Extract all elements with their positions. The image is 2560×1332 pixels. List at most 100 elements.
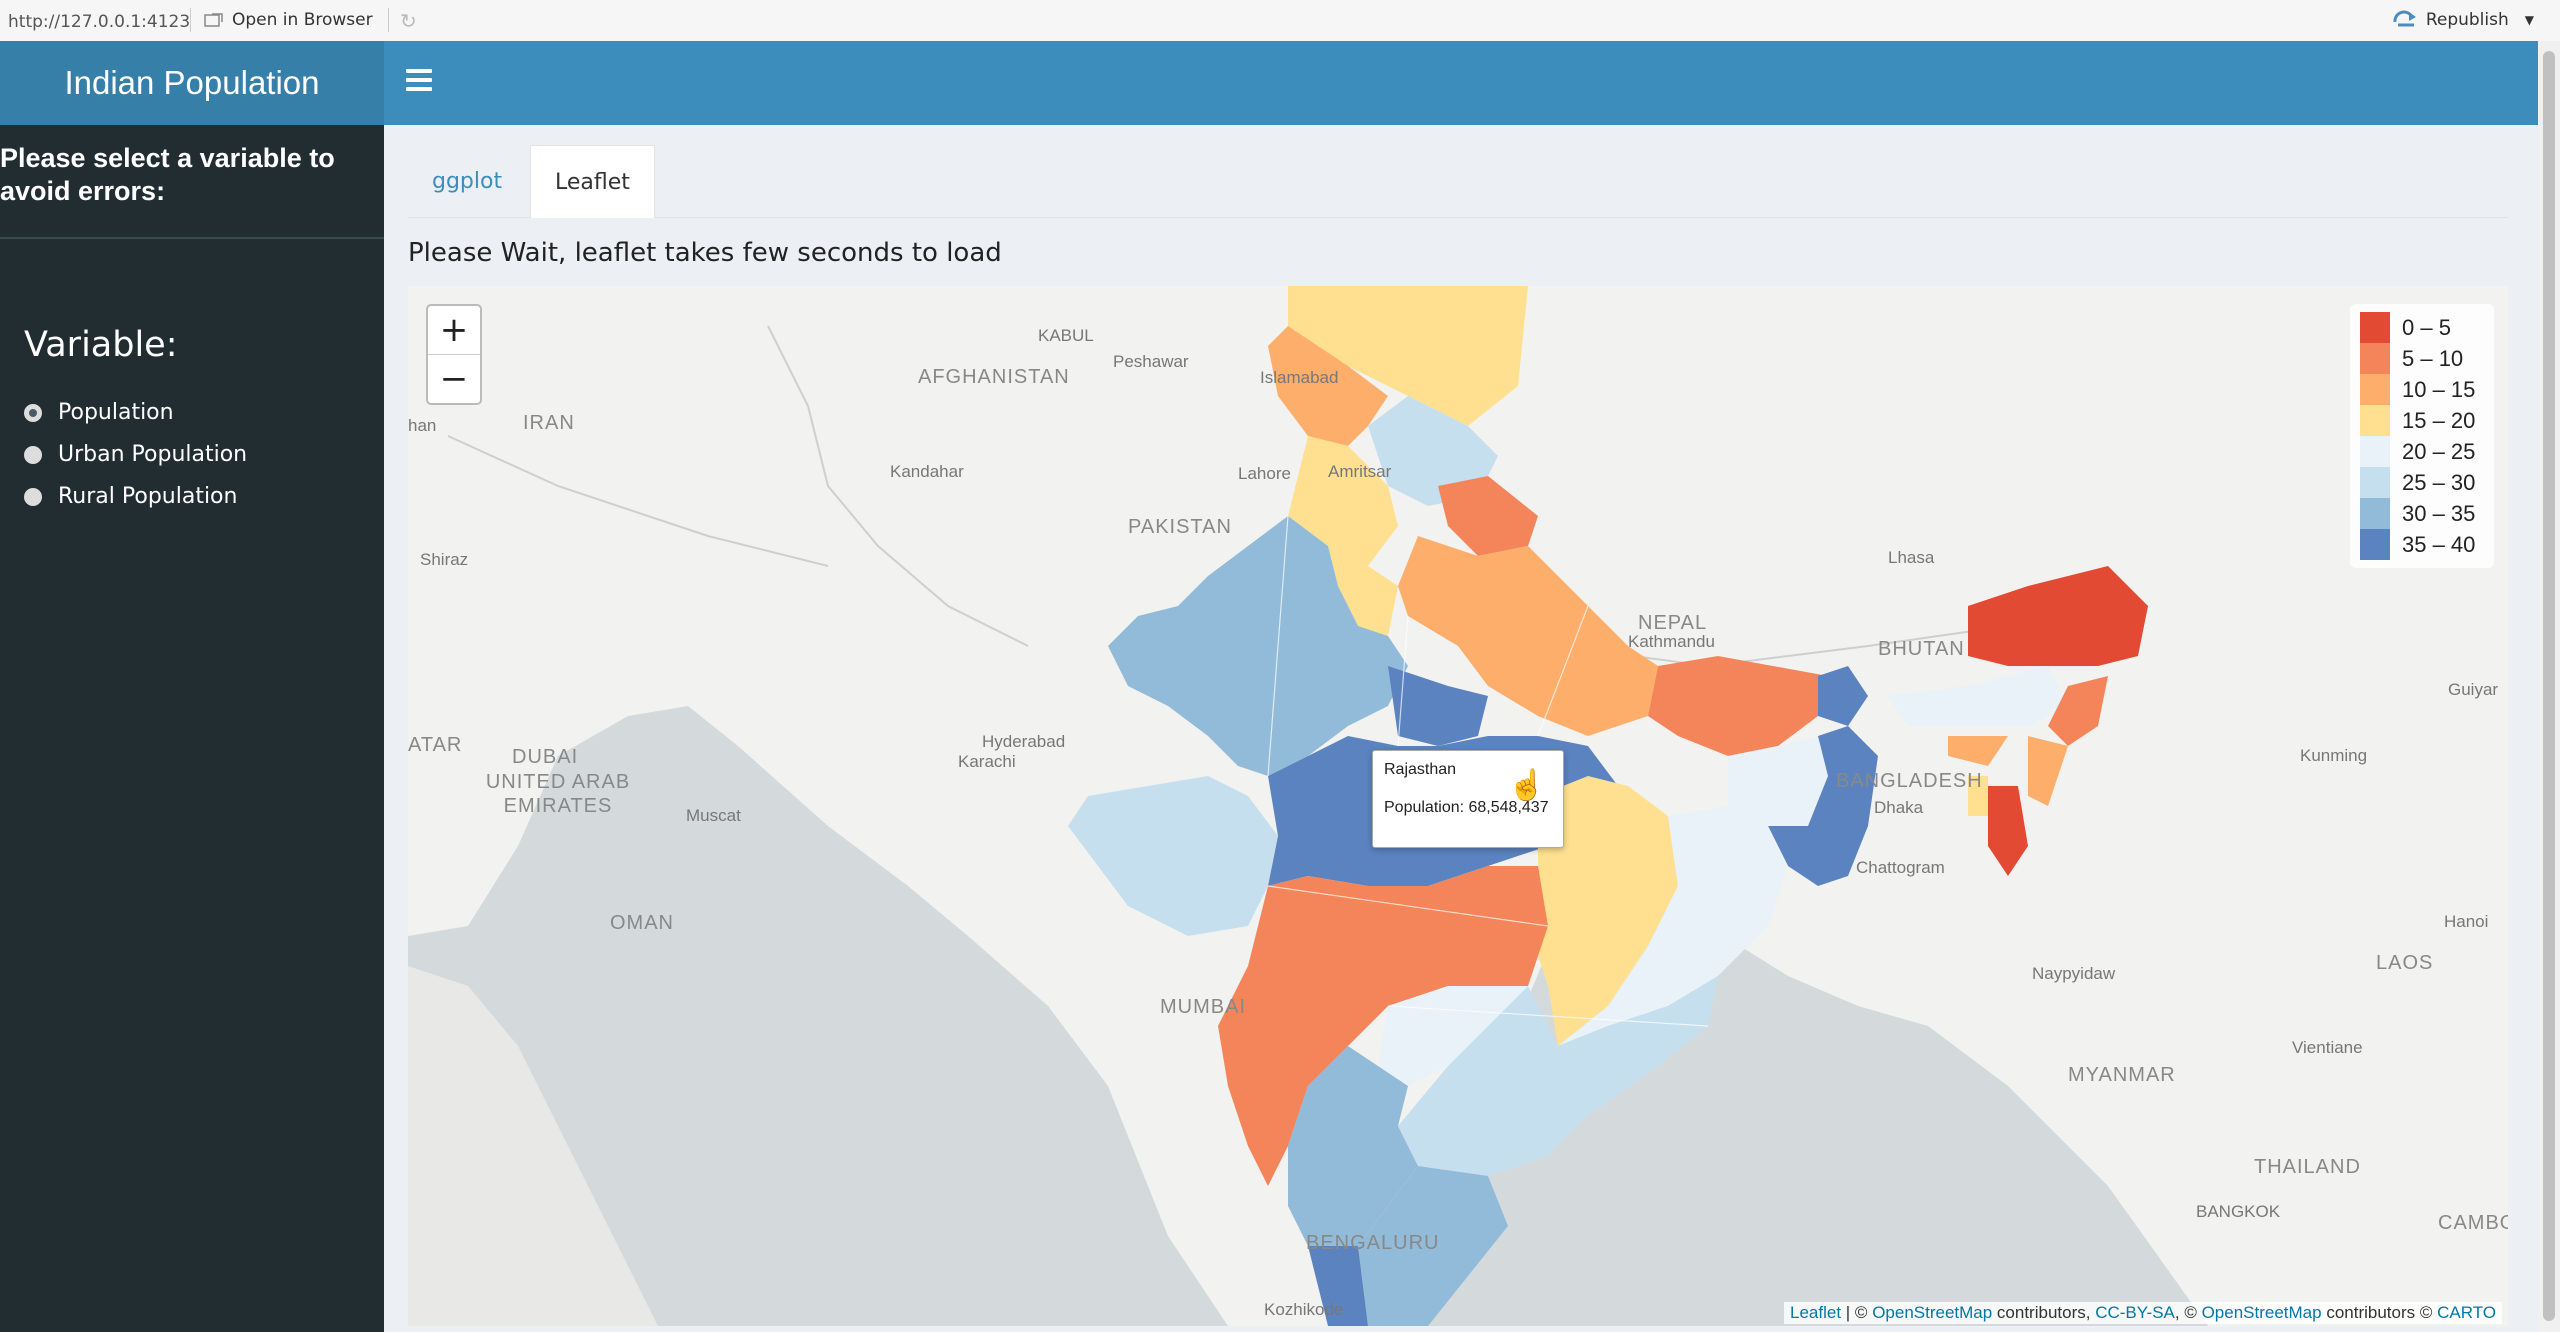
tab-ggplot[interactable]: ggplot [432,168,503,194]
leaflet-map[interactable]: KABUL Peshawar Islamabad AFGHANISTAN IRA… [408,286,2508,1326]
legend-label: 20 – 25 [2402,438,2476,464]
map-label: Hanoi [2444,912,2489,931]
map-label: Chattogram [1856,858,1945,877]
osm-link[interactable]: OpenStreetMap [1872,1303,1993,1322]
state-jammu-kashmir[interactable] [1288,286,1528,426]
state-jharkhand[interactable] [1728,736,1828,826]
url-text[interactable]: http://127.0.0.1:4123 [8,12,191,32]
state-sikkim[interactable] [1818,666,1868,726]
carto-link[interactable]: CARTO [2437,1303,2496,1322]
app-title: Indian Population [0,41,384,125]
republish-button[interactable]: Republish ▼ [2392,10,2534,30]
open-in-browser-button[interactable]: Open in Browser [204,10,373,30]
radio-label: Urban Population [58,442,248,467]
map-label: Kunming [2300,746,2368,765]
state-meghalaya[interactable] [1948,736,2008,766]
loading-note: Please Wait, leaflet takes few seconds t… [408,238,1002,268]
legend-label: 25 – 30 [2402,469,2476,495]
radio-unchecked-icon[interactable] [24,487,42,506]
legend-row: 15 – 20 [2360,405,2484,436]
map-label: CAMBODI [2438,1212,2508,1234]
legend-row: 20 – 25 [2360,436,2484,467]
state-borders [1267,515,1709,1027]
sidebar: Please select a variable to avoid errors… [0,125,384,1332]
radio-rural-population[interactable]: Rural Population [24,484,237,509]
state-mizoram[interactable] [1988,786,2028,876]
state-north-pakistan-area[interactable] [1268,326,1388,446]
zoom-in-button[interactable]: + [428,306,480,355]
state-rajasthan[interactable] [1108,516,1408,776]
state-uttarakhand[interactable] [1438,476,1538,556]
state-nagaland[interactable] [2048,676,2108,746]
toolbar-divider [388,8,389,32]
map-label: Kathmandu [1628,632,1715,651]
open-in-browser-label: Open in Browser [232,10,373,30]
map-label: ATAR [408,734,463,756]
radio-label: Rural Population [58,484,238,509]
map-label: Guiyar [2448,680,2499,699]
state-karnataka[interactable] [1288,1046,1418,1246]
land-arabia [408,966,658,1326]
state-andhra-pradesh[interactable] [1398,976,1718,1176]
toolbar-divider [190,8,191,32]
leaflet-link[interactable]: Leaflet [1790,1303,1842,1322]
state-bihar[interactable] [1648,656,1828,756]
state-haryana[interactable] [1328,546,1398,636]
osm-link[interactable]: OpenStreetMap [2201,1303,2322,1322]
map-label: Muscat [686,806,741,825]
state-arunachal[interactable] [1968,566,2148,666]
attribution-text: contributors, [1992,1303,2096,1322]
legend-swatch [2360,374,2390,405]
state-punjab[interactable] [1288,436,1398,566]
state-manipur[interactable] [2028,736,2068,806]
map-label: Dhaka [1874,798,1924,817]
map-label: LAOS [2376,952,2434,974]
state-chhattisgarh[interactable] [1528,776,1678,1046]
attribution-text: contributors © [2321,1303,2438,1322]
map-label: Lhasa [1888,548,1935,567]
map-legend: 0 – 5 5 – 10 10 – 15 15 – 20 20 – 25 25 … [2350,304,2494,568]
map-label: Islamabad [1260,368,1339,387]
legend-label: 0 – 5 [2402,314,2451,340]
chevron-down-icon[interactable]: ▼ [2524,13,2534,27]
radio-checked-icon[interactable] [24,403,42,422]
legend-row: 10 – 15 [2360,374,2484,405]
browser-toolbar: http://127.0.0.1:4123 Open in Browser ↻ … [0,0,2560,42]
cc-by-sa-link[interactable]: CC-BY-SA [2095,1303,2175,1322]
state-tooltip: Rajasthan Population: 68,548,437 [1372,750,1564,848]
radio-urban-population[interactable]: Urban Population [24,442,247,467]
map-label: Kandahar [890,462,964,481]
state-gujarat[interactable] [1068,776,1278,936]
legend-swatch [2360,405,2390,436]
scrollbar-thumb[interactable] [2543,51,2555,1321]
state-tripura[interactable] [1968,776,1988,816]
top-navbar [384,41,2538,125]
state-west-bengal[interactable] [1768,726,1878,886]
map-label: BANGKOK [2196,1202,2281,1221]
page-scrollbar[interactable] [2538,41,2560,1332]
state-maharashtra[interactable] [1218,866,1548,1186]
state-odisha[interactable] [1558,806,1788,1046]
india-states[interactable] [1068,286,2148,1326]
refresh-icon[interactable]: ↻ [400,9,417,33]
radio-population[interactable]: Population [24,400,174,425]
radio-unchecked-icon[interactable] [24,445,42,464]
state-tamil-nadu[interactable] [1358,1166,1508,1326]
map-label: han [408,416,437,435]
state-rajasthan-east[interactable] [1388,666,1488,746]
state-telangana[interactable] [1378,986,1528,1086]
state-uttar-pradesh[interactable] [1398,536,1658,736]
map-label: Naypyidaw [2032,964,2116,983]
state-himachal[interactable] [1368,396,1498,506]
state-assam[interactable] [1888,666,2068,726]
legend-swatch [2360,343,2390,374]
map-label: Kozhikode [1264,1300,1344,1319]
attribution-text: , © [2174,1303,2202,1322]
hamburger-menu-icon[interactable] [406,69,432,91]
legend-label: 30 – 35 [2402,500,2476,526]
legend-swatch [2360,529,2390,560]
tab-leaflet[interactable]: Leaflet [530,145,655,218]
map-label: Peshawar [1113,352,1189,371]
state-kerala[interactable] [1308,1246,1368,1326]
zoom-out-button[interactable]: − [439,359,469,399]
